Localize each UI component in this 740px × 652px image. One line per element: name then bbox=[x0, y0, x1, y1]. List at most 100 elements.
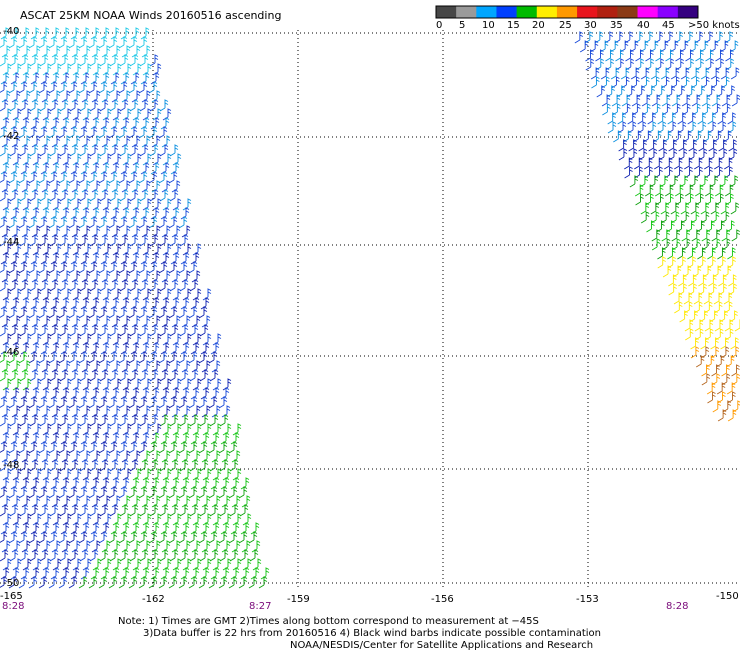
wind-barb bbox=[2, 468, 12, 481]
wind-barb bbox=[131, 405, 141, 418]
wind-barb bbox=[0, 531, 8, 543]
wind-barb bbox=[728, 283, 737, 296]
wind-barb bbox=[142, 288, 152, 301]
wind-barb bbox=[111, 45, 121, 58]
wind-barb bbox=[664, 157, 673, 170]
wind-barb bbox=[685, 328, 694, 341]
wind-barb bbox=[182, 243, 192, 256]
wind-barb bbox=[704, 166, 713, 179]
wind-barb bbox=[59, 549, 69, 562]
wind-barb bbox=[22, 423, 32, 436]
wind-barb bbox=[131, 315, 141, 328]
wind-barb bbox=[649, 40, 659, 53]
wind-barb bbox=[730, 67, 740, 80]
wind-barb bbox=[48, 261, 58, 274]
wind-barb bbox=[81, 180, 91, 193]
wind-barb bbox=[51, 180, 61, 193]
wind-barb bbox=[158, 531, 168, 544]
wind-barb bbox=[89, 324, 99, 337]
wind-barb bbox=[152, 468, 162, 481]
wind-barb bbox=[721, 94, 731, 107]
wind-barb bbox=[728, 139, 737, 152]
wind-barb bbox=[690, 67, 700, 80]
wind-barb bbox=[574, 31, 584, 44]
wind-barb bbox=[79, 144, 89, 157]
wind-barb bbox=[140, 342, 150, 355]
wind-barb bbox=[49, 324, 59, 337]
wind-barb bbox=[38, 576, 48, 589]
wind-barb bbox=[248, 576, 258, 589]
wind-barb bbox=[141, 495, 151, 508]
wind-barb bbox=[601, 94, 611, 107]
wind-barb bbox=[240, 567, 250, 580]
wind-barb bbox=[228, 441, 238, 454]
wind-barb bbox=[28, 261, 38, 274]
wind-barb bbox=[161, 540, 171, 553]
lon-label: -156 bbox=[431, 594, 454, 605]
wind-barb bbox=[142, 468, 152, 481]
wind-barb bbox=[21, 270, 31, 283]
wind-barb bbox=[30, 207, 40, 220]
wind-barb bbox=[70, 387, 80, 400]
wind-barb bbox=[42, 423, 52, 436]
wind-barb bbox=[704, 31, 714, 44]
wind-barb bbox=[79, 504, 89, 517]
wind-barb bbox=[70, 252, 80, 265]
wind-barb bbox=[101, 450, 111, 463]
wind-barb bbox=[0, 36, 8, 48]
wind-barb bbox=[657, 121, 667, 134]
wind-barb bbox=[699, 175, 709, 188]
wind-barb bbox=[82, 378, 92, 391]
wind-barb bbox=[148, 261, 158, 274]
wind-barb bbox=[102, 63, 112, 76]
wind-barb bbox=[138, 36, 148, 49]
wind-barb bbox=[100, 567, 110, 580]
wind-barb bbox=[122, 513, 132, 526]
wind-barb bbox=[670, 211, 680, 224]
wind-barb bbox=[679, 175, 689, 188]
wind-barb bbox=[60, 117, 70, 130]
wind-barb bbox=[0, 27, 10, 40]
wind-barb bbox=[78, 126, 88, 139]
wind-barb bbox=[700, 67, 710, 80]
wind-barb bbox=[220, 387, 230, 400]
wind-barb bbox=[190, 432, 200, 445]
wind-barb bbox=[715, 193, 724, 206]
wind-barb bbox=[161, 450, 171, 463]
wind-barb bbox=[61, 225, 71, 238]
wind-barb bbox=[92, 153, 102, 166]
wind-barb bbox=[90, 207, 100, 220]
wind-barb bbox=[58, 261, 68, 274]
wind-barb bbox=[59, 234, 69, 247]
wind-barb bbox=[150, 252, 160, 265]
wind-barb bbox=[101, 135, 111, 148]
wind-barb bbox=[119, 549, 129, 562]
wind-barb bbox=[208, 396, 218, 409]
wind-barb bbox=[210, 387, 220, 400]
wind-barb bbox=[49, 414, 59, 427]
wind-barb bbox=[108, 396, 118, 409]
wind-barb bbox=[202, 468, 212, 481]
wind-barb bbox=[198, 486, 208, 499]
wind-barb bbox=[220, 432, 230, 445]
wind-barb bbox=[52, 198, 62, 211]
wind-barb bbox=[131, 270, 141, 283]
wind-barb bbox=[41, 270, 51, 283]
wind-barb bbox=[122, 378, 132, 391]
wind-barb bbox=[102, 378, 112, 391]
wind-barb bbox=[62, 288, 72, 301]
wind-barb bbox=[230, 567, 240, 580]
wind-barb bbox=[110, 162, 120, 175]
wind-barb bbox=[10, 297, 20, 310]
wind-barb bbox=[30, 27, 40, 40]
wind-barb bbox=[0, 279, 9, 292]
wind-barb bbox=[201, 405, 211, 418]
wind-barb bbox=[78, 81, 88, 94]
wind-barb bbox=[715, 58, 724, 71]
wind-barb bbox=[130, 432, 140, 445]
wind-barb bbox=[161, 315, 171, 328]
wind-barb bbox=[111, 450, 121, 463]
wind-barb bbox=[142, 378, 152, 391]
wind-barb bbox=[11, 45, 21, 58]
wind-barb bbox=[721, 76, 730, 89]
